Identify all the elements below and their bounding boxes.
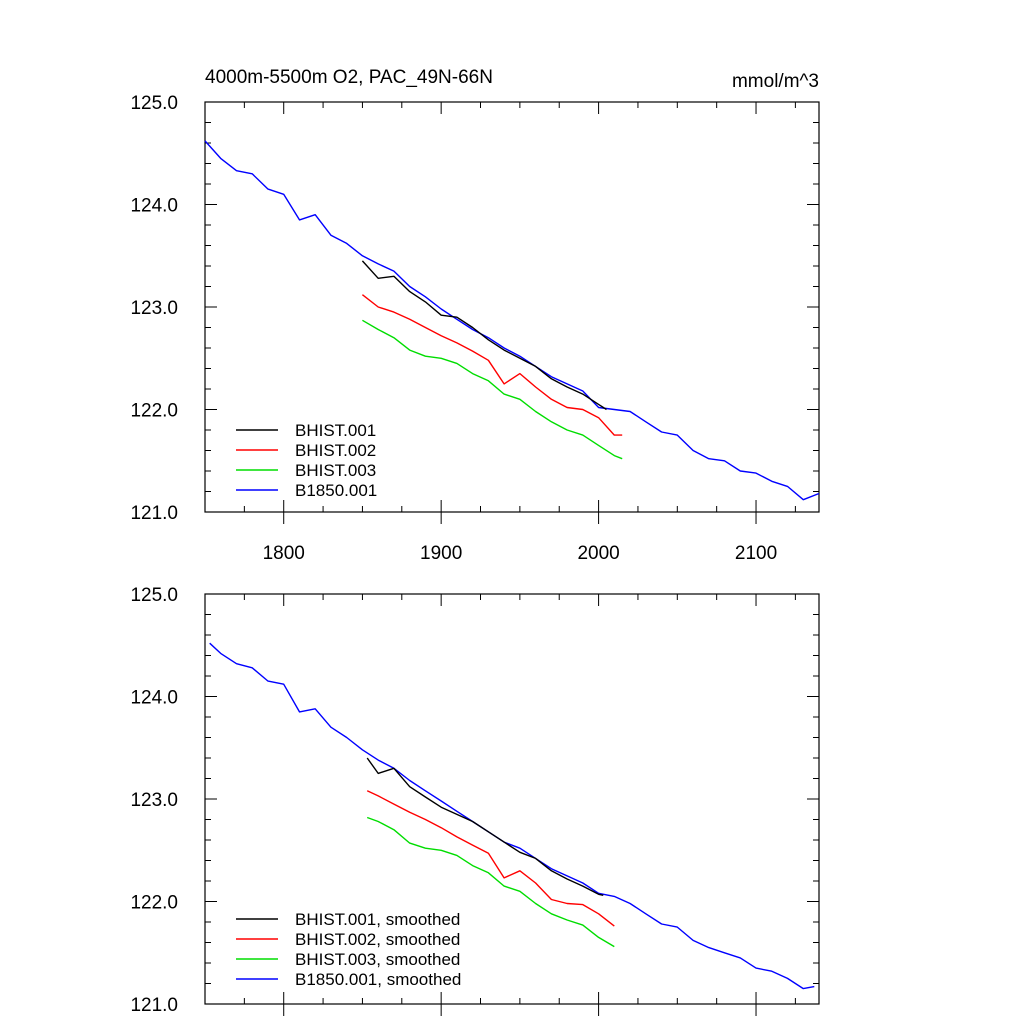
x-tick-label: 2100: [735, 543, 777, 564]
x-tick-label: 1900: [420, 543, 462, 564]
y-tick-label: 124.0: [130, 196, 178, 217]
y-tick-label: 123.0: [130, 298, 178, 319]
legend-label: BHIST.002: [295, 441, 376, 460]
series-group: [204, 140, 820, 501]
y-tick-label: 121.0: [130, 503, 178, 524]
legend-label: BHIST.001, smoothed: [295, 910, 460, 929]
legend-label: B1850.001: [295, 481, 377, 500]
legend-label: B1850.001, smoothed: [295, 970, 461, 989]
top-panel: 4000m-5500m O2, PAC_49N-66N mmol/m^3 180…: [130, 67, 820, 564]
y-tick-label: 122.0: [130, 893, 178, 914]
y-tick-label: 122.0: [130, 401, 178, 422]
series-line: [366, 816, 615, 948]
legend-label: BHIST.003: [295, 461, 376, 480]
y-tick-label: 125.0: [130, 585, 178, 606]
series-line: [204, 140, 820, 501]
chart-title: 4000m-5500m O2, PAC_49N-66N: [205, 67, 493, 88]
series-line: [362, 319, 623, 460]
bottom-panel: 121.0 122.0 123.0 124.0 125.0 BHIST.001, smo…: [130, 585, 820, 1016]
series-line: [361, 294, 623, 436]
series-line: [361, 260, 607, 411]
y-tick-label: 125.0: [130, 93, 178, 114]
units-label: mmol/m^3: [732, 71, 819, 92]
series-group: [209, 642, 815, 990]
y-tick-label: 123.0: [130, 790, 178, 811]
series-line: [366, 790, 615, 927]
y-tick-label: 124.0: [130, 688, 178, 709]
legend-label: BHIST.001: [295, 421, 376, 440]
x-tick-label: 1800: [263, 543, 305, 564]
tick-group: 1800 1900 2000 2100 121.0 122.0 123.0 124.0 125.…: [130, 93, 819, 564]
x-tick-label: 2000: [577, 543, 619, 564]
y-tick-label: 121.0: [130, 995, 178, 1016]
tick-group: 121.0 122.0 123.0 124.0 125.0: [130, 585, 819, 1016]
legend-label: BHIST.003, smoothed: [295, 950, 460, 969]
series-line: [366, 757, 604, 896]
series-line: [209, 642, 815, 990]
legend-label: BHIST.002, smoothed: [295, 930, 460, 949]
